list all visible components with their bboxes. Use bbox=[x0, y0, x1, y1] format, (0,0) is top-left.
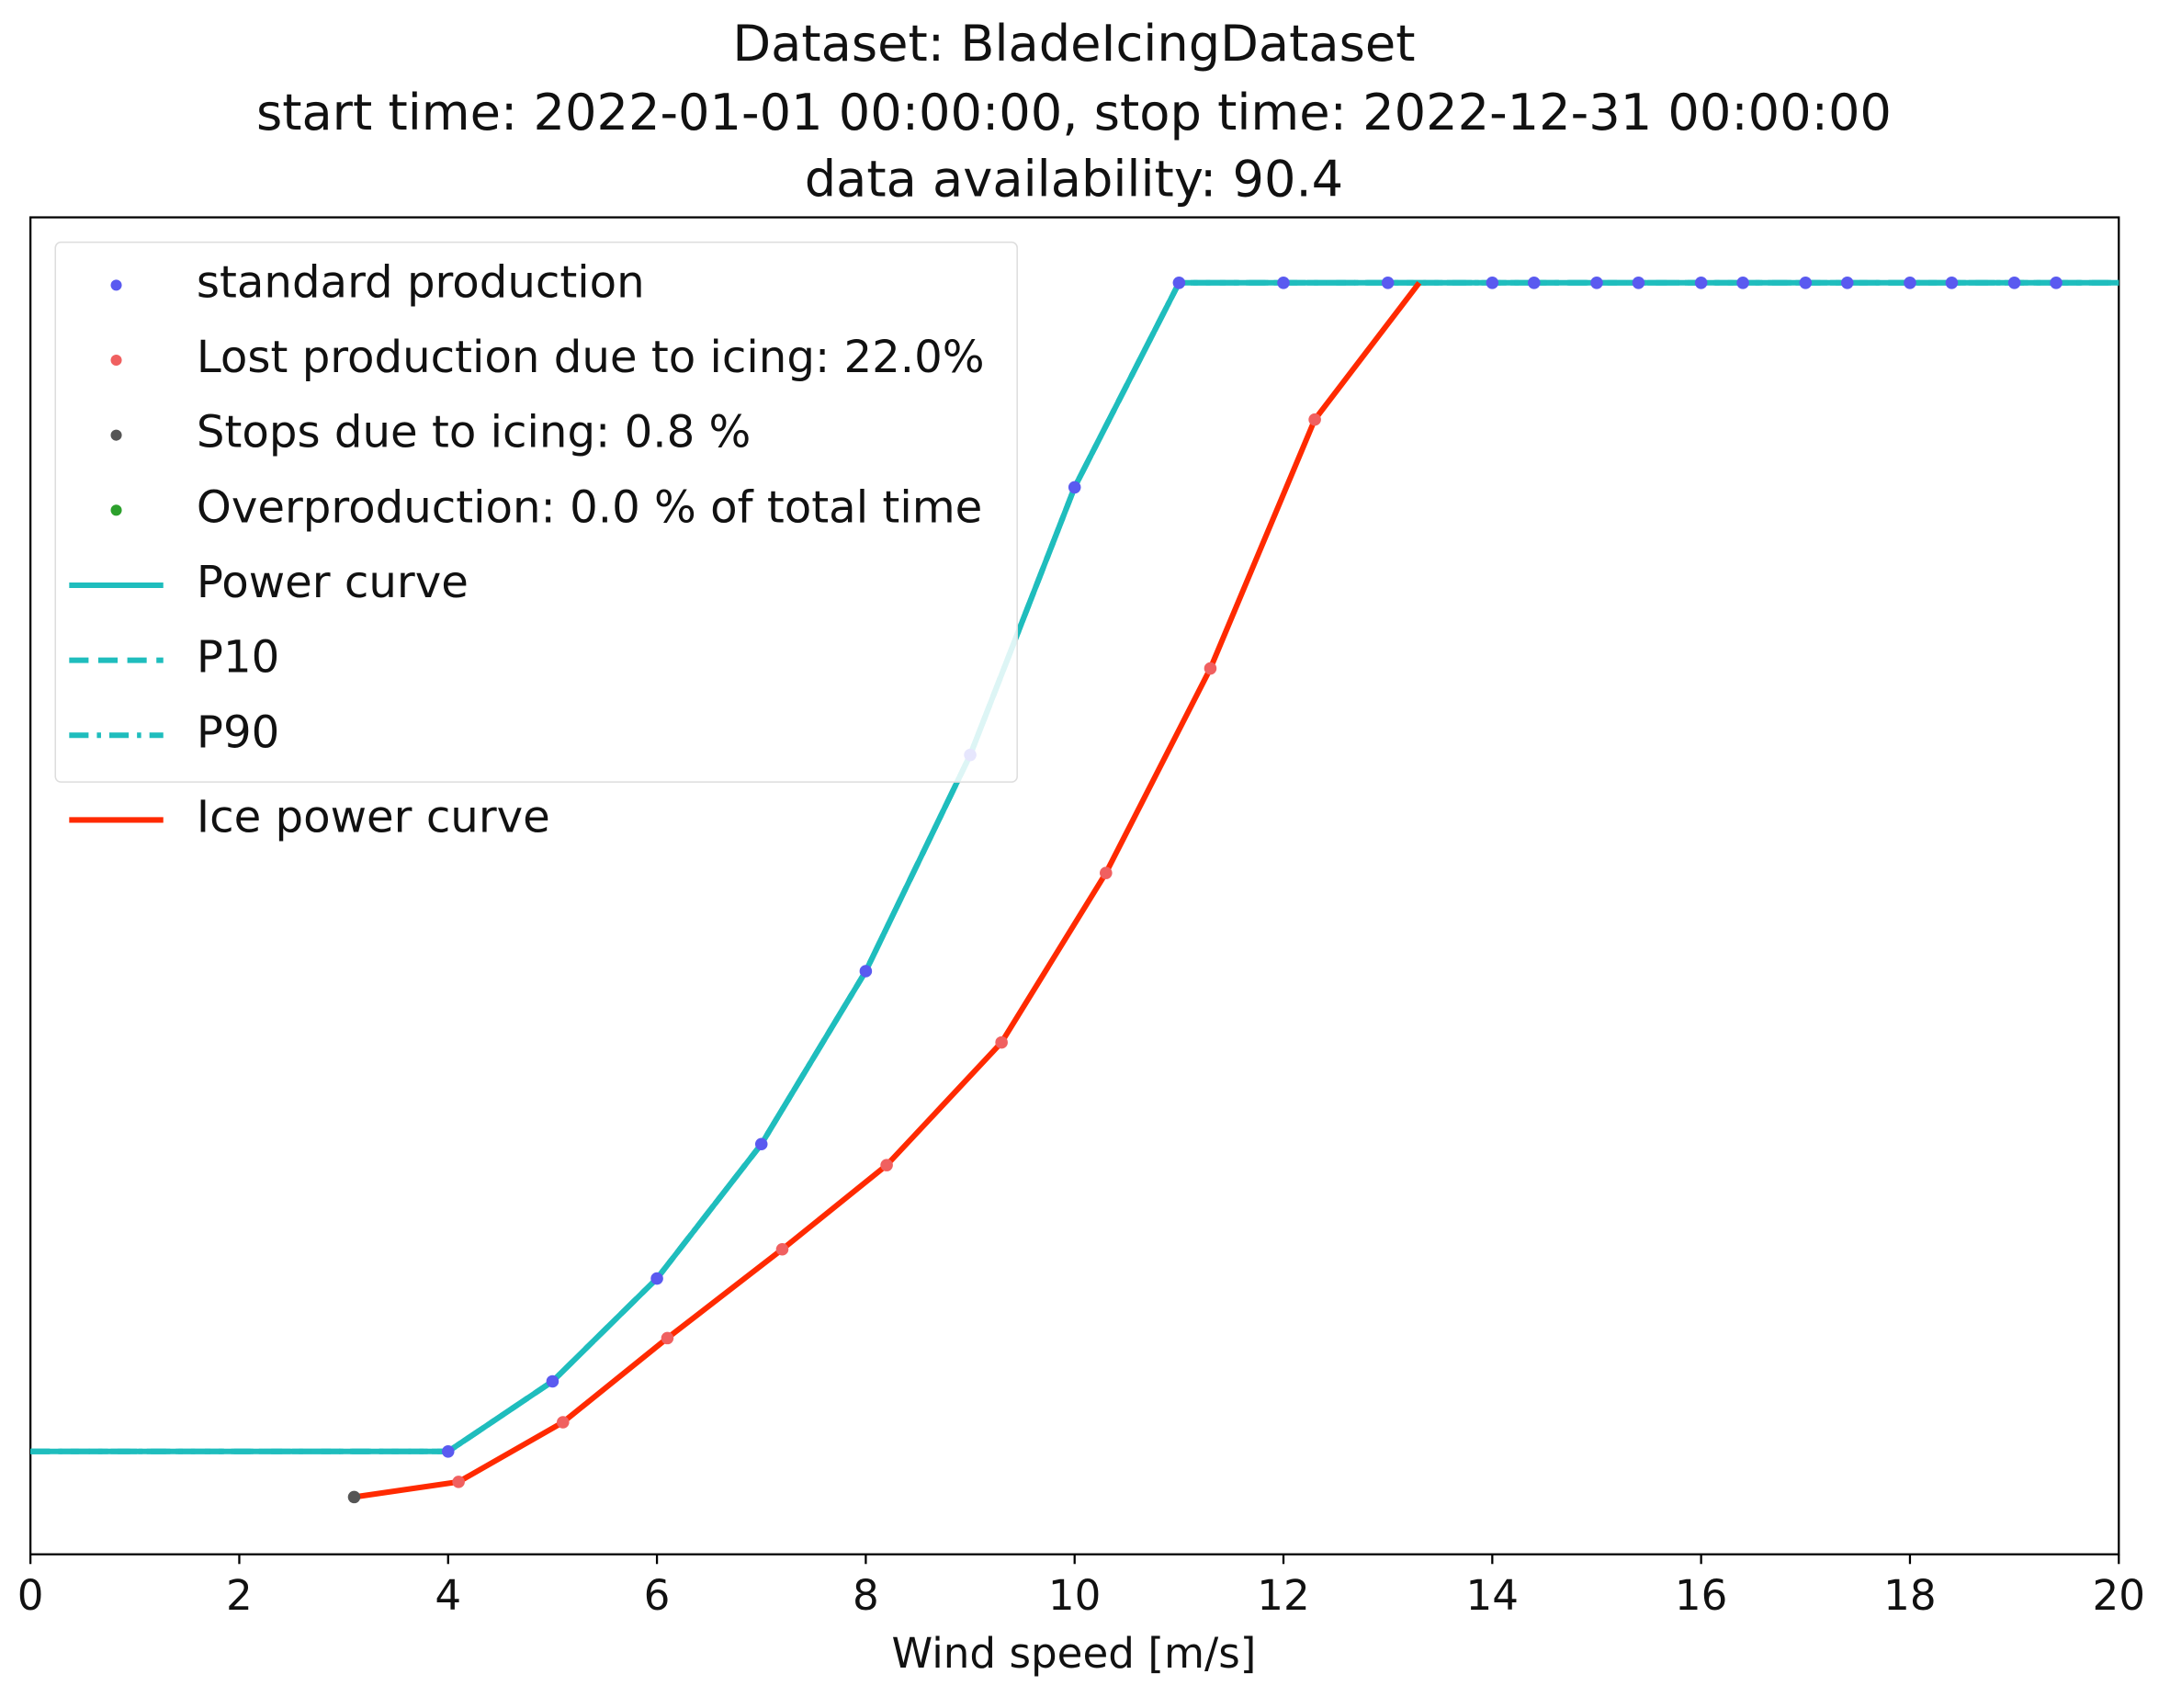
data-point bbox=[441, 1445, 455, 1458]
data-point bbox=[452, 1476, 465, 1488]
legend-label: Lost production due to icing: 22.0% bbox=[197, 332, 985, 383]
data-point bbox=[2050, 277, 2063, 289]
x-tick-label: 2 bbox=[226, 1571, 253, 1620]
legend-marker bbox=[110, 504, 122, 516]
data-point bbox=[2007, 277, 2021, 289]
x-tick-label: 4 bbox=[435, 1571, 461, 1620]
data-point bbox=[1632, 277, 1645, 289]
data-point bbox=[1945, 277, 1959, 289]
data-point bbox=[1486, 277, 1499, 289]
legend-label: Stops due to icing: 0.8 % bbox=[197, 407, 751, 458]
chart-title: start time: 2022-01-01 00:00:00, stop ti… bbox=[256, 84, 1892, 141]
legend-label: standard production bbox=[197, 256, 645, 308]
data-point bbox=[1694, 277, 1708, 289]
chart-title: data availability: 90.4 bbox=[805, 151, 1343, 209]
data-point bbox=[557, 1416, 570, 1429]
legend-marker bbox=[110, 429, 122, 441]
data-point bbox=[1736, 277, 1749, 289]
data-point bbox=[1904, 277, 1916, 289]
data-point bbox=[880, 1159, 893, 1171]
x-tick-label: 20 bbox=[2093, 1571, 2146, 1620]
data-point bbox=[1100, 866, 1113, 879]
x-tick-label: 16 bbox=[1675, 1571, 1728, 1620]
data-point bbox=[650, 1272, 663, 1285]
legend: standard production Lost production due t… bbox=[54, 241, 1018, 843]
data-point bbox=[661, 1331, 674, 1345]
chart-title: Dataset: BladeIcingDataset bbox=[732, 15, 1415, 73]
legend-label: Ice power curve bbox=[197, 791, 550, 843]
data-point bbox=[1799, 277, 1813, 289]
x-tick-label: 10 bbox=[1048, 1571, 1101, 1620]
x-tick-label: 6 bbox=[644, 1571, 671, 1620]
data-point bbox=[347, 1490, 361, 1504]
legend-label: Overproduction: 0.0 % of total time bbox=[197, 481, 982, 533]
x-tick-label: 14 bbox=[1466, 1571, 1520, 1620]
data-point bbox=[859, 965, 873, 978]
data-point bbox=[546, 1374, 559, 1388]
data-point bbox=[1528, 277, 1541, 289]
x-tick-label: 8 bbox=[853, 1571, 879, 1620]
data-point bbox=[1172, 277, 1186, 289]
series-line bbox=[30, 279, 2119, 1454]
legend-marker bbox=[110, 354, 122, 367]
data-point bbox=[1308, 413, 1321, 426]
x-tick-label: 0 bbox=[17, 1571, 44, 1620]
legend-label: Power curve bbox=[197, 557, 469, 608]
data-point bbox=[1381, 277, 1395, 289]
data-point bbox=[1840, 277, 1854, 289]
data-point bbox=[1204, 662, 1217, 675]
data-point bbox=[995, 1035, 1008, 1049]
data-point bbox=[1277, 277, 1290, 289]
data-point bbox=[754, 1137, 768, 1151]
data-point bbox=[1590, 277, 1603, 289]
legend-marker bbox=[110, 279, 122, 291]
legend-label: P90 bbox=[197, 707, 279, 758]
legend-box bbox=[54, 241, 1018, 783]
x-tick-label: 18 bbox=[1883, 1571, 1936, 1620]
x-axis-label: Wind speed [m/s] bbox=[892, 1629, 1257, 1678]
data-point bbox=[775, 1242, 789, 1256]
legend-label: P10 bbox=[197, 632, 279, 684]
data-point bbox=[1068, 481, 1081, 494]
x-tick-label: 12 bbox=[1257, 1571, 1309, 1620]
